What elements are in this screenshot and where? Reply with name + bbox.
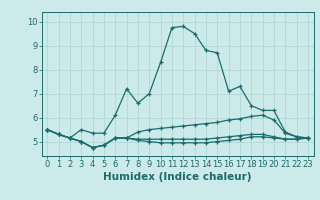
X-axis label: Humidex (Indice chaleur): Humidex (Indice chaleur) xyxy=(103,172,252,182)
